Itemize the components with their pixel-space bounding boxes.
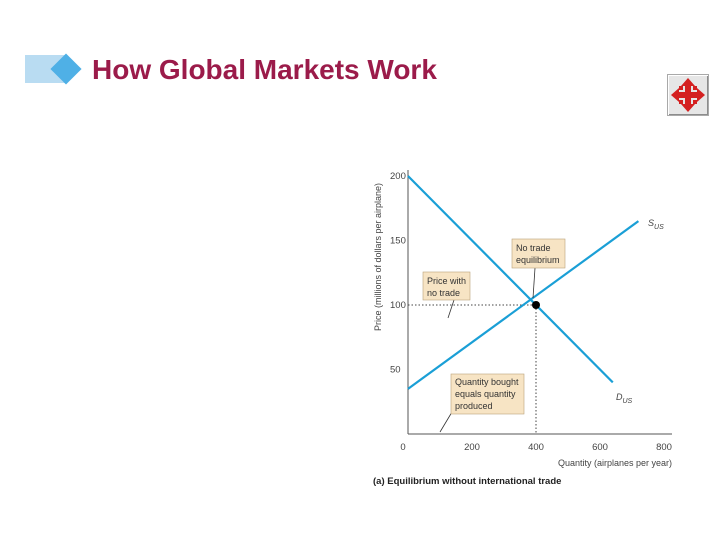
page-title: How Global Markets Work xyxy=(92,54,437,85)
annotation-quantity-bought: Quantity bought equals quantity produced xyxy=(450,373,525,415)
svg-text:equals quantity: equals quantity xyxy=(455,389,516,399)
annotation-price-with-no-trade: Price with no trade xyxy=(422,271,471,301)
x-tick-label: 200 xyxy=(464,442,480,453)
four-way-arrows-icon xyxy=(671,78,705,112)
svg-text:produced: produced xyxy=(455,401,493,411)
x-tick-label: 800 xyxy=(656,442,672,453)
svg-text:No trade: No trade xyxy=(516,243,551,253)
svg-text:no trade: no trade xyxy=(427,288,460,298)
y-tick-label: 200 xyxy=(390,171,406,182)
x-tick-label: 600 xyxy=(592,442,608,453)
x-tick-label: 0 xyxy=(400,442,405,453)
y-tick-label: 50 xyxy=(390,365,401,376)
price-with-no-trade-pointer xyxy=(447,299,455,319)
demand-line xyxy=(407,175,614,384)
supply-series-label: SUS xyxy=(648,218,664,231)
svg-text:Price with: Price with xyxy=(427,276,466,286)
no-trade-equilibrium-pointer xyxy=(532,267,536,299)
navigation-button[interactable] xyxy=(667,74,709,116)
svg-text:Quantity bought: Quantity bought xyxy=(455,377,519,387)
quantity-bought-pointer xyxy=(439,411,453,433)
demand-series-label: DUS xyxy=(616,392,633,405)
chart-caption: (a) Equilibrium without international tr… xyxy=(373,476,561,487)
x-axis-label: Quantity (airplanes per year) xyxy=(558,458,672,468)
equilibrium-point xyxy=(532,301,540,309)
annotation-no-trade-equilibrium: No trade equilibrium xyxy=(511,238,566,269)
y-axis-label: Price (millions of dollars per airplane) xyxy=(373,183,383,331)
x-tick-label: 400 xyxy=(528,442,544,453)
y-tick-label: 150 xyxy=(390,236,406,247)
y-tick-label: 100 xyxy=(390,300,406,311)
title-bar: How Global Markets Work xyxy=(22,52,582,88)
supply-line xyxy=(407,220,640,390)
svg-text:equilibrium: equilibrium xyxy=(516,255,560,265)
